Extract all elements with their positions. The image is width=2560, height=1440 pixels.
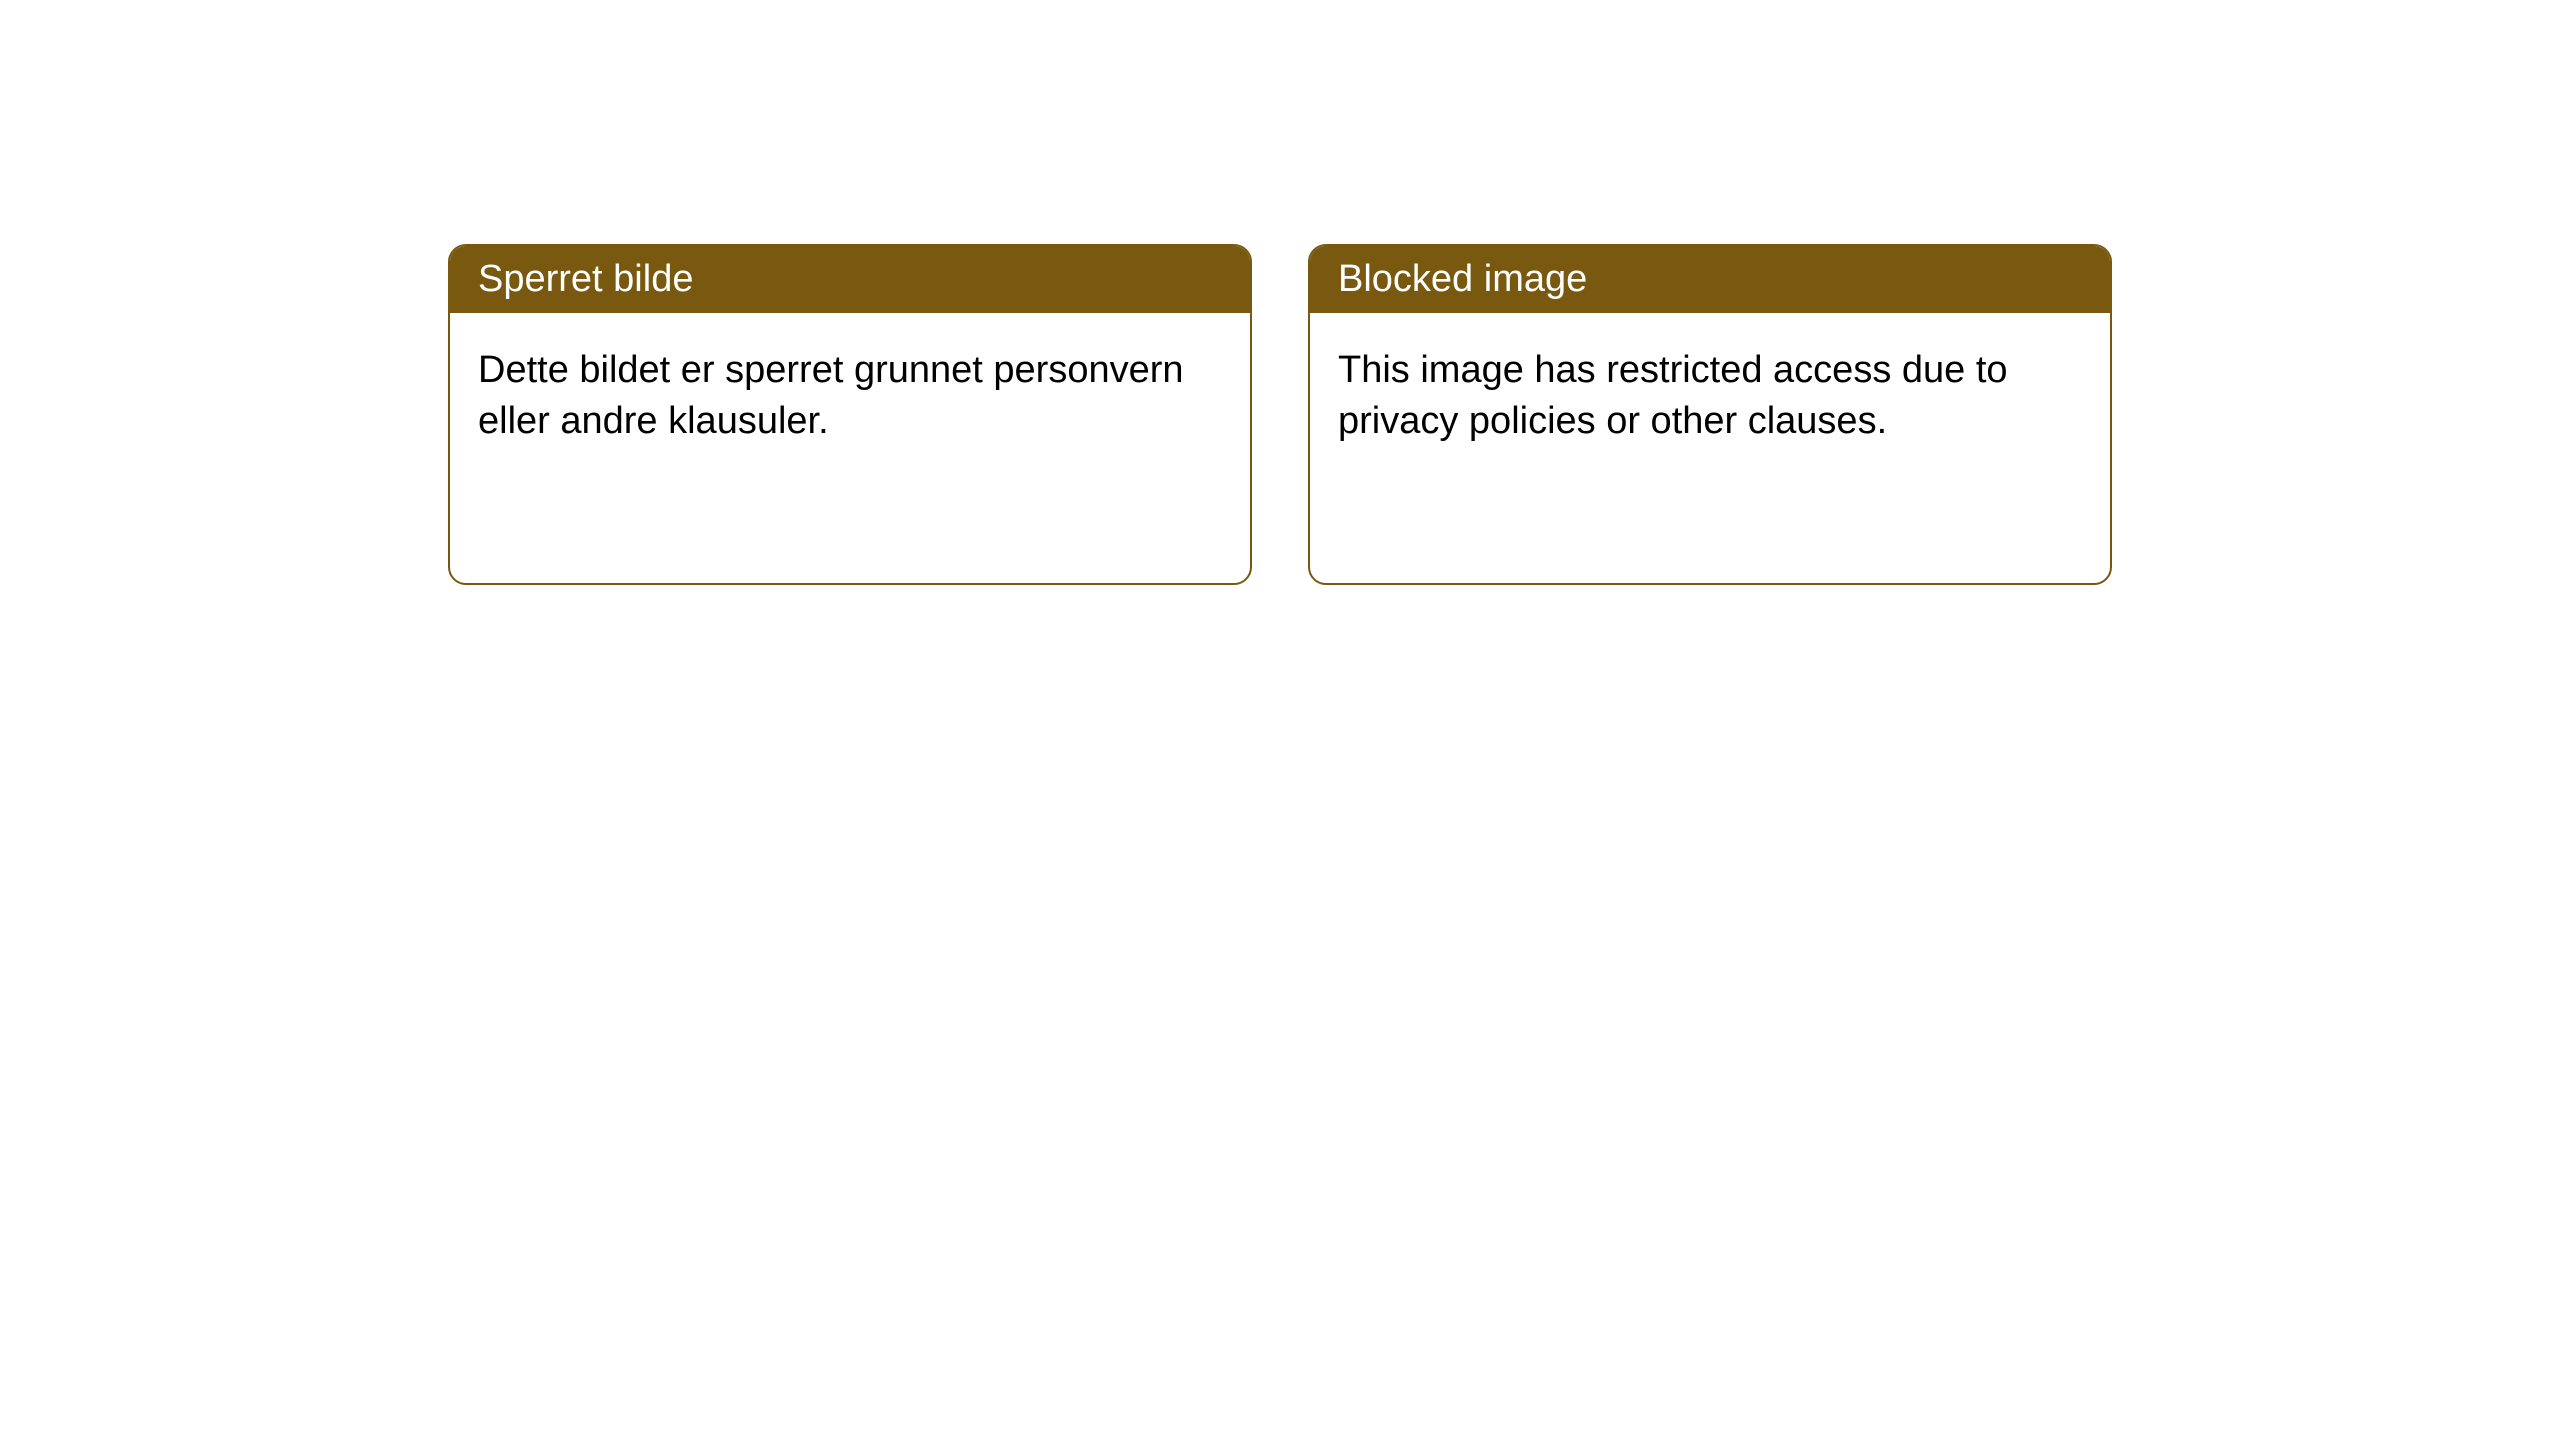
card-body: Dette bildet er sperret grunnet personve… <box>450 313 1250 583</box>
cards-container: Sperret bilde Dette bildet er sperret gr… <box>448 244 2112 585</box>
blocked-image-card-norwegian: Sperret bilde Dette bildet er sperret gr… <box>448 244 1252 585</box>
card-header: Blocked image <box>1310 246 2110 313</box>
blocked-image-card-english: Blocked image This image has restricted … <box>1308 244 2112 585</box>
card-title: Blocked image <box>1338 258 1587 300</box>
card-body-text: This image has restricted access due to … <box>1338 349 2008 442</box>
card-title: Sperret bilde <box>478 258 693 300</box>
card-body: This image has restricted access due to … <box>1310 313 2110 583</box>
card-header: Sperret bilde <box>450 246 1250 313</box>
card-body-text: Dette bildet er sperret grunnet personve… <box>478 349 1184 442</box>
